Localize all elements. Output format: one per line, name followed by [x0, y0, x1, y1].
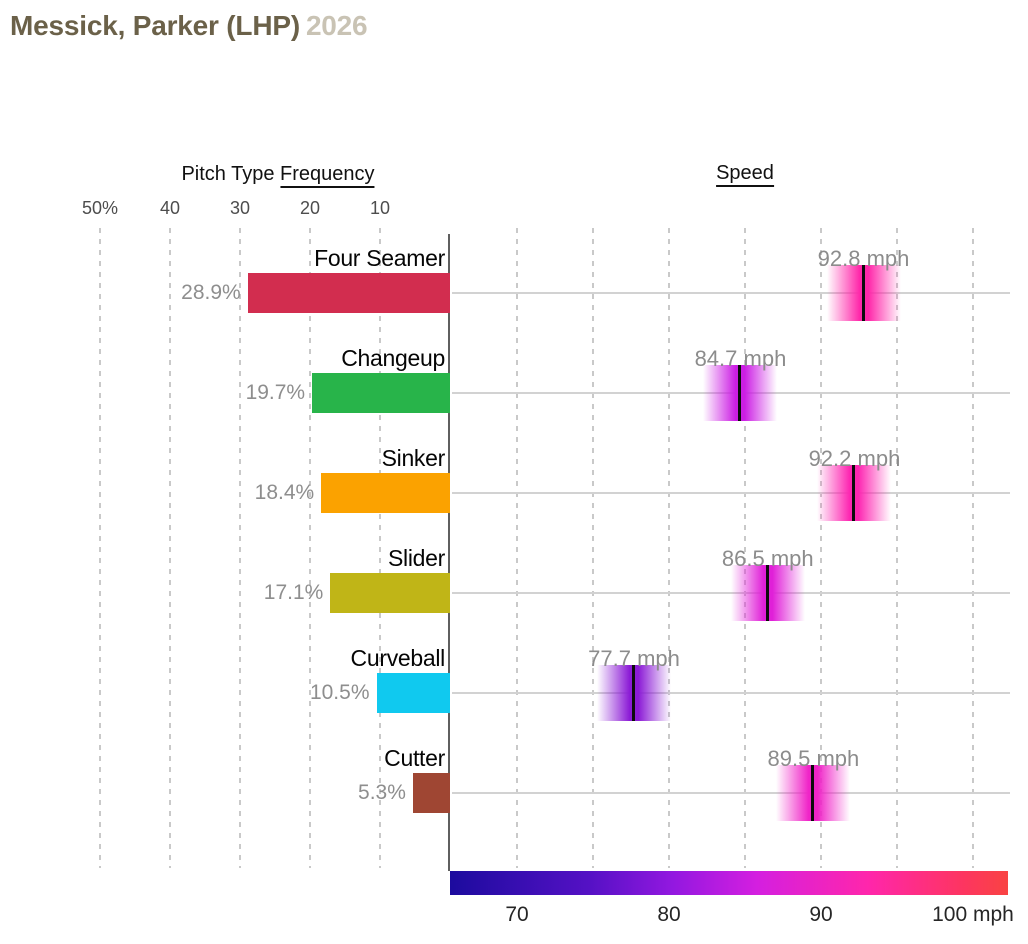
colorbar-tick-label: 70	[505, 903, 529, 926]
speed-colorbar	[450, 871, 1008, 895]
speed-marker[interactable]	[811, 765, 815, 821]
pitch-name-label: Cutter	[384, 745, 445, 771]
frequency-bar[interactable]	[412, 773, 450, 813]
frequency-tick-label: 20	[299, 198, 321, 218]
page-title: Messick, Parker (LHP) 2026	[10, 10, 368, 42]
player-name: Messick, Parker (LHP)	[10, 10, 300, 41]
frequency-bar[interactable]	[376, 673, 450, 713]
pitch-name-label: Changeup	[341, 345, 445, 371]
pitch-name-label: Curveball	[350, 645, 446, 671]
speed-marker[interactable]	[852, 465, 856, 521]
frequency-bar[interactable]	[321, 473, 450, 513]
frequency-value-label: 10.5%	[309, 681, 370, 704]
speed-panel-header: Speed	[716, 162, 774, 187]
speed-gridline	[592, 228, 594, 868]
frequency-value-label: 19.7%	[245, 381, 306, 404]
frequency-bar[interactable]	[247, 273, 450, 313]
colorbar-tick-label: 80	[657, 903, 681, 926]
frequency-tick-label: 40	[159, 198, 181, 218]
speed-row-gridline	[452, 292, 1010, 294]
frequency-tick-label: 10	[369, 198, 391, 218]
speed-row-gridline	[452, 792, 1010, 794]
speed-row-gridline	[452, 692, 1010, 694]
frequency-gridline	[99, 228, 101, 868]
frequency-gridline	[379, 228, 381, 868]
speed-header-label: Speed	[716, 162, 774, 187]
frequency-header-prefix: Pitch Type	[181, 163, 275, 185]
pitch-name-label: Slider	[387, 545, 445, 571]
frequency-tick-label: 30	[229, 198, 251, 218]
colorbar-tick-label: 90	[809, 903, 833, 926]
speed-value-label: 86.5 mph	[721, 546, 814, 571]
frequency-header-underlined: Frequency	[280, 163, 375, 188]
speed-gridline	[896, 228, 898, 868]
speed-gridline	[972, 228, 974, 868]
frequency-value-label: 28.9%	[181, 281, 241, 304]
frequency-value-label: 17.1%	[263, 581, 324, 604]
speed-row-gridline	[452, 492, 1010, 494]
speed-marker[interactable]	[632, 665, 636, 721]
speed-marker[interactable]	[765, 565, 769, 621]
speed-gridline	[516, 228, 518, 868]
frequency-panel-header: Pitch Type Frequency	[181, 163, 375, 188]
speed-value-label: 92.2 mph	[808, 446, 901, 471]
speed-marker[interactable]	[861, 265, 865, 321]
speed-value-label: 92.8 mph	[817, 246, 910, 271]
zero-axis-line	[448, 234, 450, 871]
speed-value-label: 89.5 mph	[767, 746, 860, 771]
season-year: 2026	[305, 10, 368, 41]
pitch-name-label: Sinker	[381, 445, 446, 471]
frequency-value-label: 18.4%	[254, 481, 315, 504]
frequency-bar[interactable]	[312, 373, 450, 413]
frequency-gridline	[309, 228, 311, 868]
frequency-value-label: 5.3%	[358, 781, 406, 804]
frequency-gridline	[169, 228, 171, 868]
speed-gridline	[744, 228, 746, 868]
speed-gridline	[668, 228, 670, 868]
speed-value-label: 77.7 mph	[588, 646, 680, 671]
speed-marker[interactable]	[738, 365, 742, 421]
speed-value-label: 84.7 mph	[694, 346, 787, 371]
frequency-gridline	[239, 228, 241, 868]
pitch-name-label: Four Seamer	[314, 245, 445, 271]
speed-gridline	[820, 228, 822, 868]
colorbar-tick-label: 100 mph	[932, 903, 1014, 926]
frequency-tick-label: 50%	[81, 198, 119, 218]
frequency-bar[interactable]	[330, 573, 450, 613]
